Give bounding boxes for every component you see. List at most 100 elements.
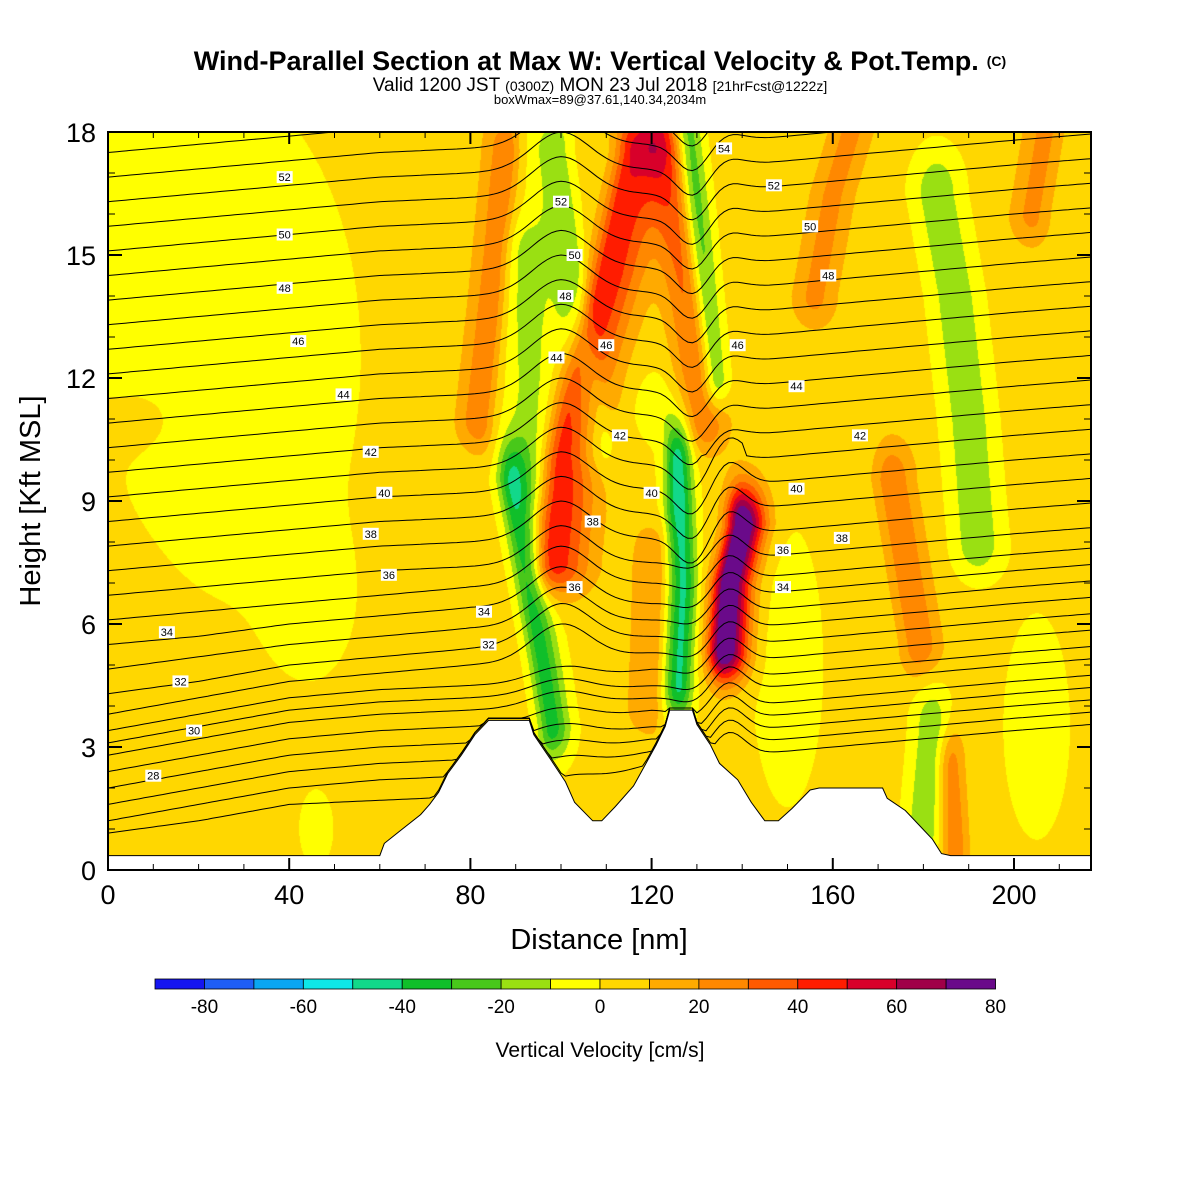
theta-contour-line [108, 180, 1091, 252]
x-tick-label: 120 [629, 880, 674, 910]
contour-label: 44 [337, 389, 349, 401]
colorbar-label: 60 [886, 997, 907, 1018]
colorbar-label: 40 [787, 997, 808, 1018]
theta-contour-line [108, 564, 1091, 645]
contour-label-box [851, 429, 868, 442]
theta-contour-line [108, 707, 1091, 822]
theta-contour-line [108, 352, 1091, 424]
contour-label: 44 [550, 353, 562, 365]
contour-label: 34 [777, 582, 789, 594]
contour-label: 52 [279, 172, 291, 184]
x-tick-label: 40 [274, 880, 304, 910]
y-tick-label: 12 [66, 364, 96, 394]
theta-contour-line [108, 613, 1091, 715]
contour-label: 36 [777, 545, 789, 557]
contour-label-box [598, 339, 615, 352]
contour-label-box [774, 581, 791, 594]
theta-contour-line [108, 545, 1091, 621]
contour-label-box [557, 290, 574, 302]
contour-label-box [276, 228, 293, 241]
contour-label-box [362, 445, 379, 458]
valid-time-line: Valid 1200 JST (0300Z) MON 23 Jul 2018 [… [373, 75, 827, 96]
contour-label: 40 [645, 488, 657, 500]
y-tick-label: 15 [66, 241, 96, 271]
copyright-mark: (C) [987, 53, 1006, 69]
theta-contour-line [108, 646, 1091, 744]
colorbar-swatch [302, 978, 354, 990]
contour-label-box [335, 388, 352, 401]
theta-contour-line [108, 132, 709, 153]
contour-label: 50 [804, 221, 816, 233]
contour-label: 32 [482, 640, 494, 652]
theta-contour-line [108, 156, 1091, 227]
theta-contour-line [108, 629, 1091, 732]
colorbar-swatch [204, 978, 255, 990]
theta-contour-line [108, 658, 1091, 756]
contour-label-box [362, 527, 379, 540]
colorbar-swatch [401, 978, 453, 990]
contour-label-box [788, 482, 805, 495]
colorbar-swatch [500, 978, 551, 990]
x-tick-label: 160 [810, 880, 855, 910]
colorbar-swatch [698, 978, 749, 990]
contour-label: 42 [854, 430, 866, 442]
colorbar-swatch [747, 978, 799, 990]
plot-area: 52 50 48 46 44 42 40 38 36 34 32 30 28 52 50 48 46 44 42 40… [108, 132, 1091, 870]
contour-label-box [833, 531, 850, 544]
contour-label-box [480, 638, 497, 651]
contour-label-box [276, 171, 293, 184]
chart-title: Wind-Parallel Section at Max W: Vertical… [194, 46, 1006, 76]
contour-label-box [158, 626, 175, 639]
y-tick-label: 6 [81, 610, 96, 640]
x-tick-label: 0 [100, 880, 115, 910]
theta-contour-line [108, 402, 1091, 473]
contour-label: 50 [279, 230, 291, 242]
theta-contour-line [108, 699, 1091, 805]
contour-label: 34 [478, 607, 490, 619]
contour-label: 48 [559, 291, 571, 303]
x-tick-label: 200 [991, 880, 1036, 910]
contour-label: 44 [790, 381, 802, 393]
theta-contour-line [108, 525, 1091, 596]
contour-label-box [820, 269, 837, 282]
contour-label-box [380, 568, 397, 581]
colorbar-swatch [797, 978, 848, 990]
vertical-velocity-field [108, 132, 1091, 870]
contour-label-box [145, 769, 162, 782]
contour-label: 42 [365, 447, 377, 459]
contour-label: 48 [822, 271, 834, 283]
contour-label: 50 [568, 250, 580, 262]
colorbar-label: 0 [595, 997, 606, 1018]
colorbar-label: -60 [290, 997, 317, 1018]
contour-label-box [729, 339, 746, 352]
theta-contour-line [108, 687, 1091, 789]
colorbar-label: -40 [388, 997, 415, 1018]
contour-label: 38 [587, 517, 599, 529]
theta-contour-line [108, 254, 1091, 326]
contour-label: 42 [614, 430, 626, 442]
colorbar-swatch [945, 978, 996, 990]
contour-labels: 52 50 48 46 44 42 40 38 36 34 32 30 28 52 50 48 46 44 42 40… [145, 142, 868, 783]
colorbar-swatch [253, 978, 304, 990]
contour-label-box [643, 486, 660, 499]
theta-contour-line [108, 451, 1091, 522]
contour-label: 46 [732, 340, 744, 352]
colorbar-swatch [846, 978, 898, 990]
theta-contour-line [108, 596, 1091, 695]
contour-label-box [186, 724, 203, 737]
theta-contour-line [108, 475, 1091, 547]
contour-label: 40 [378, 488, 390, 500]
contour-label-box [774, 544, 791, 557]
contour-label-box [566, 249, 583, 261]
x-axis: 0 40 80 120 160 200 [100, 132, 1060, 910]
theta-contour-line [108, 229, 1091, 301]
contour-label: 28 [147, 771, 159, 783]
theta-contour-line [108, 132, 839, 178]
theta-contour-line [108, 279, 1091, 350]
theta-contour-line [108, 303, 1091, 375]
colorbar-swatch [352, 978, 403, 990]
y-tick-label: 0 [81, 856, 96, 886]
colorbar-label: 80 [985, 997, 1006, 1018]
